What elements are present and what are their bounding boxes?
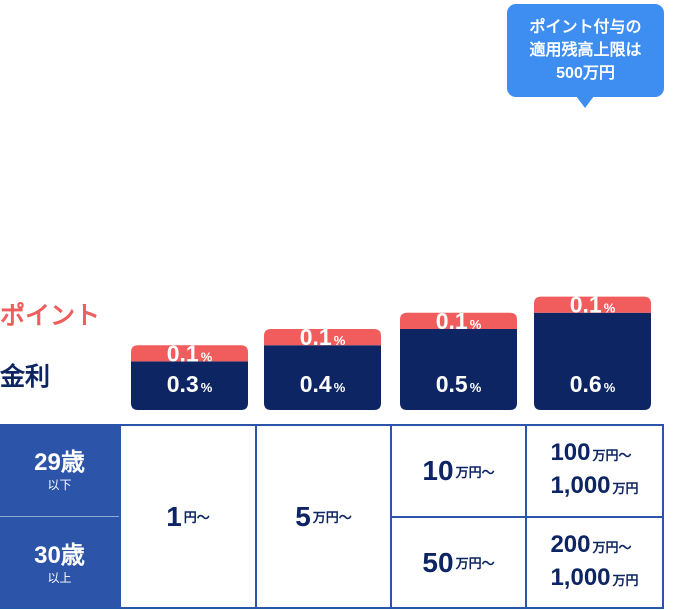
age-30-label: 30歳	[34, 542, 85, 569]
callout-line1: ポイント付与の	[529, 19, 642, 36]
label-point-2: 0.1%	[300, 324, 346, 350]
bar-point-1	[131, 345, 248, 362]
callout-line3: 500万円	[556, 65, 615, 82]
tier-4-29-unit-a: 万円〜	[592, 448, 632, 463]
callout-line2: 適用残高上限は	[529, 42, 642, 59]
label-point-3: 0.1%	[436, 308, 482, 334]
tier-1-unit: 円〜	[183, 510, 210, 525]
tier-4-30-num-b: 1,000	[550, 563, 611, 591]
bar-kinri-4	[534, 312, 651, 410]
age-row-30: 30歳 以上	[0, 517, 119, 609]
tier-2-unit: 万円〜	[312, 510, 352, 525]
label-kinri-4: 0.6%	[570, 371, 616, 397]
tier-table: 29歳 以下 30歳 以上 1 円〜 5 万円〜 10 万円〜 50 万円〜 1…	[0, 424, 664, 609]
tier-cell-3-30: 50 万円〜	[390, 516, 527, 609]
tier-1-num: 1	[166, 500, 182, 532]
legend-point: ポイント	[0, 302, 101, 330]
tier-3-30-num: 50	[422, 546, 454, 578]
label-kinri-2: 0.4%	[300, 371, 346, 397]
callout-pointer	[576, 96, 594, 108]
legend-kinri: 金利	[0, 363, 51, 391]
age-row-29: 29歳 以下	[0, 424, 119, 516]
label-point-1: 0.1%	[167, 340, 213, 366]
tier-3-30-unit: 万円〜	[455, 556, 495, 571]
age-29-sub: 以下	[47, 478, 72, 492]
tier-2-num: 5	[295, 500, 311, 532]
age-column: 29歳 以下 30歳 以上	[0, 424, 119, 609]
tier-4-30-unit-a: 万円〜	[592, 539, 632, 555]
bar-point-3	[400, 312, 517, 329]
tier-4-30-num-a: 200	[550, 530, 591, 558]
age-30-sub: 以上	[47, 571, 72, 585]
age-29-label: 29歳	[34, 449, 85, 476]
tier-cell-4-30: 200 万円〜 1,000 万円	[525, 516, 664, 609]
bar-point-2	[264, 329, 381, 346]
label-kinri-3: 0.5%	[436, 371, 482, 397]
tier-cell-1: 1 円〜	[119, 424, 257, 609]
tier-4-29-unit-b: 万円	[612, 481, 639, 496]
tier-4-29-num-b: 1,000	[550, 472, 611, 499]
bar-kinri-1	[131, 361, 248, 410]
bar-point-4	[534, 296, 651, 313]
tier-4-30-unit-b: 万円	[612, 572, 639, 588]
label-kinri-1: 0.3%	[167, 371, 213, 397]
tier-4-29-num-a: 100	[550, 439, 591, 466]
tier-cell-4-29: 100 万円〜 1,000 万円	[525, 424, 664, 518]
age-divider	[0, 516, 119, 517]
stacked-bar-chart: 0.3 % 0.1 % 0.4 % 0.1 % 0.5 % 0.1 % 0.6 % 0.1%	[131, 292, 651, 410]
callout-balance-limit: ポイント付与の 適用残高上限は 500万円	[507, 4, 664, 97]
tier-3-29-unit: 万円〜	[455, 464, 495, 480]
tier-cell-3-29: 10 万円〜	[390, 424, 527, 518]
tier-cell-2: 5 万円〜	[255, 424, 392, 609]
bar-kinri-3	[400, 329, 517, 410]
tier-3-29-num: 10	[422, 455, 454, 486]
label-point-4: 0.1%	[570, 292, 616, 318]
bar-kinri-2	[264, 345, 381, 410]
